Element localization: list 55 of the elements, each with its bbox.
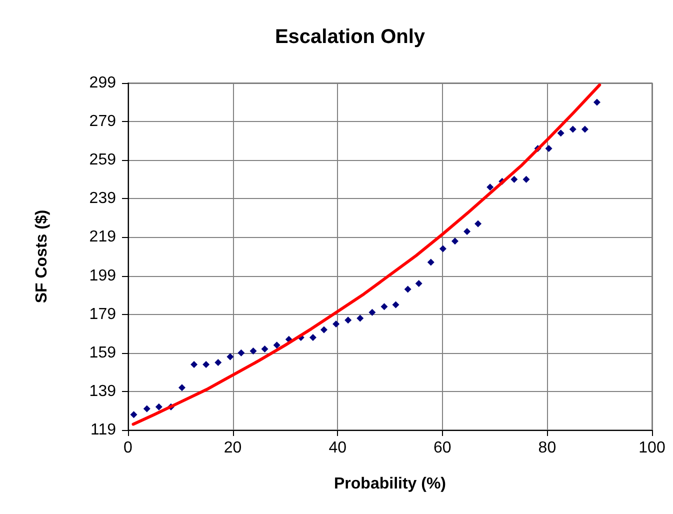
point	[474, 220, 482, 228]
chart-title: Escalation Only	[274, 26, 426, 48]
point	[439, 245, 446, 252]
x-tick-label: 100	[638, 440, 666, 456]
y-tick-label: 119	[90, 422, 116, 438]
y-tick-label: 199	[89, 267, 116, 284]
x-tick-label: 60	[434, 440, 452, 456]
point	[320, 326, 328, 334]
y-tick-label: 219	[89, 228, 116, 246]
y-tick-label: 159	[89, 344, 116, 362]
point	[309, 334, 316, 341]
point	[261, 346, 268, 353]
point	[273, 342, 280, 349]
x-tick-label: 20	[224, 440, 242, 456]
x-tick-label: 40	[328, 440, 347, 456]
point	[404, 286, 412, 293]
point	[214, 359, 222, 366]
point	[344, 316, 352, 324]
y-axis-title: SF Costs ($)	[34, 210, 50, 304]
point	[356, 314, 364, 322]
point	[545, 145, 552, 152]
point	[581, 126, 588, 133]
point	[202, 360, 210, 368]
point	[155, 403, 162, 410]
point	[190, 360, 198, 368]
point	[427, 258, 434, 266]
x-axis-title: Probability (%)	[334, 476, 446, 492]
y-tick-label: 179	[89, 306, 116, 323]
point	[380, 303, 388, 310]
point	[415, 280, 422, 287]
y-tick-label: 299	[89, 74, 116, 92]
point	[226, 353, 234, 360]
y-tick-label: 139	[89, 382, 116, 400]
y-tick-label: 259	[89, 152, 116, 169]
point	[464, 228, 471, 235]
point	[392, 301, 400, 308]
point	[569, 126, 576, 133]
point	[557, 130, 564, 137]
x-tick-label: 80	[538, 440, 556, 456]
point	[593, 98, 600, 106]
point	[130, 411, 138, 418]
y-tick-label: 239	[89, 190, 116, 208]
point	[238, 349, 245, 356]
line-series	[132, 83, 602, 426]
point	[522, 176, 530, 183]
point	[178, 384, 186, 392]
point	[510, 176, 518, 183]
point	[332, 320, 340, 328]
point	[486, 184, 494, 191]
x-tick-label: 0	[124, 440, 133, 456]
point	[368, 308, 376, 316]
y-tick-label: 279	[89, 113, 116, 130]
point	[250, 347, 257, 354]
point	[143, 405, 150, 412]
point	[451, 238, 458, 245]
